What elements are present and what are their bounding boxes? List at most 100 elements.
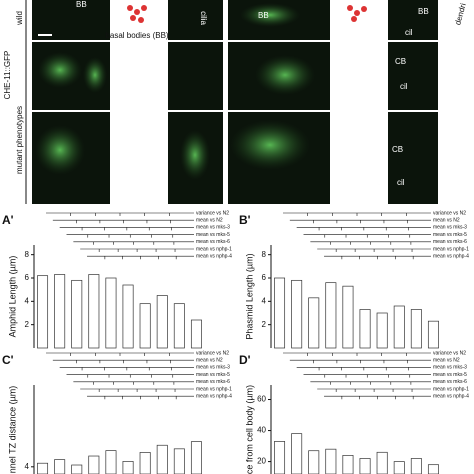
y-tick-label: 4 xyxy=(25,462,30,471)
label: BB xyxy=(76,0,87,9)
significance-label: mean vs mks-5 xyxy=(196,372,230,378)
panel-label: C' xyxy=(2,353,14,367)
bar xyxy=(105,277,117,349)
label: cil xyxy=(397,178,405,187)
significance-label: mean vs mks-3 xyxy=(196,365,230,371)
bar xyxy=(342,285,354,349)
basal-body-cartoon xyxy=(127,5,367,23)
bar xyxy=(376,451,388,474)
significance-label: mean vs nphp-4 xyxy=(433,254,469,260)
bar xyxy=(274,277,286,349)
significance-label: mean vs mks-5 xyxy=(196,232,230,238)
y-tick-label: 60 xyxy=(257,395,266,404)
gfp-signal xyxy=(38,52,82,88)
significance-label: variance vs N2 xyxy=(433,210,466,216)
y-tick-label: 8 xyxy=(262,250,267,259)
bar xyxy=(139,452,151,474)
gfp-signal xyxy=(35,125,85,175)
bar xyxy=(105,450,117,474)
bar xyxy=(359,309,371,349)
bar xyxy=(71,279,83,349)
significance-label: variance vs N2 xyxy=(196,210,229,216)
label: cilia xyxy=(199,11,208,25)
label: CB xyxy=(392,145,403,154)
bar xyxy=(54,459,66,474)
bar xyxy=(308,450,320,474)
y-tick-label: 2 xyxy=(262,320,267,329)
significance-label: mean vs mks-3 xyxy=(433,225,467,231)
micrograph xyxy=(168,42,223,110)
significance-label: mean vs N2 xyxy=(433,218,460,224)
bar xyxy=(427,320,439,349)
y-tick-label: 6 xyxy=(262,273,267,282)
bar xyxy=(190,319,202,349)
label: dendri xyxy=(453,2,468,26)
bar xyxy=(393,305,405,349)
micrograph xyxy=(32,0,110,40)
bar xyxy=(156,295,168,349)
micrograph xyxy=(168,0,223,40)
bar xyxy=(308,297,320,349)
y-axis-label: ce from cell body (µm) xyxy=(244,385,254,474)
y-axis-label: Amphid Length (µm) xyxy=(7,256,17,338)
bar xyxy=(173,448,185,474)
row-label: wild xyxy=(15,11,24,26)
significance-label: mean vs N2 xyxy=(196,218,223,224)
significance-label: variance vs N2 xyxy=(196,350,229,356)
bar xyxy=(291,433,303,474)
significance-label: mean vs nphp-1 xyxy=(196,246,232,252)
bar xyxy=(325,282,337,349)
bar xyxy=(325,448,337,474)
y-tick-label: 8 xyxy=(25,250,30,259)
significance-label: mean vs nphp-1 xyxy=(196,386,232,392)
gfp-signal xyxy=(230,120,310,170)
significance-label: mean vs nphp-1 xyxy=(433,386,469,392)
panel-label: B' xyxy=(239,213,251,227)
bar xyxy=(190,441,202,474)
significance-label: mean vs N2 xyxy=(196,358,223,364)
bar xyxy=(88,455,100,474)
bar xyxy=(54,274,66,349)
y-tick-label: 4 xyxy=(25,296,30,305)
label: CB xyxy=(395,57,406,66)
significance-label: mean vs mks-5 xyxy=(433,372,467,378)
significance-label: mean vs N2 xyxy=(433,358,460,364)
significance-label: mean vs nphp-4 xyxy=(196,254,232,260)
bar xyxy=(122,284,134,349)
significance-label: mean vs mks-3 xyxy=(196,225,230,231)
bar xyxy=(37,462,49,474)
significance-label: mean vs mks-6 xyxy=(433,379,467,385)
micrograph-panels xyxy=(32,0,438,204)
label: BB xyxy=(258,11,269,20)
bar xyxy=(342,455,354,474)
y-axis-label: Phasmid Length (µm) xyxy=(244,253,254,339)
bar xyxy=(376,312,388,349)
panel-label: A' xyxy=(2,213,14,227)
row-label: mutant phenotypes xyxy=(15,106,24,174)
gfp-signal xyxy=(255,55,315,95)
significance-label: mean vs mks-5 xyxy=(433,232,467,238)
significance-label: mean vs nphp-1 xyxy=(433,246,469,252)
bar xyxy=(156,444,168,474)
significance-label: variance vs N2 xyxy=(433,350,466,356)
y-tick-label: 20 xyxy=(257,457,266,466)
gfp-signal xyxy=(240,3,300,27)
bar xyxy=(274,441,286,474)
bar xyxy=(71,464,83,474)
row-label: CHE-11::GFP xyxy=(3,51,12,100)
bar xyxy=(37,275,49,349)
bar xyxy=(291,279,303,349)
y-tick-label: 40 xyxy=(257,426,266,435)
y-tick-label: 4 xyxy=(262,296,267,305)
bar xyxy=(410,309,422,349)
bar xyxy=(359,458,371,474)
bar xyxy=(88,274,100,349)
bar xyxy=(173,303,185,349)
bar xyxy=(410,458,422,474)
significance-label: mean vs mks-6 xyxy=(196,379,230,385)
panel-label: D' xyxy=(239,353,251,367)
micrograph xyxy=(388,112,438,204)
y-tick-label: 2 xyxy=(25,320,30,329)
